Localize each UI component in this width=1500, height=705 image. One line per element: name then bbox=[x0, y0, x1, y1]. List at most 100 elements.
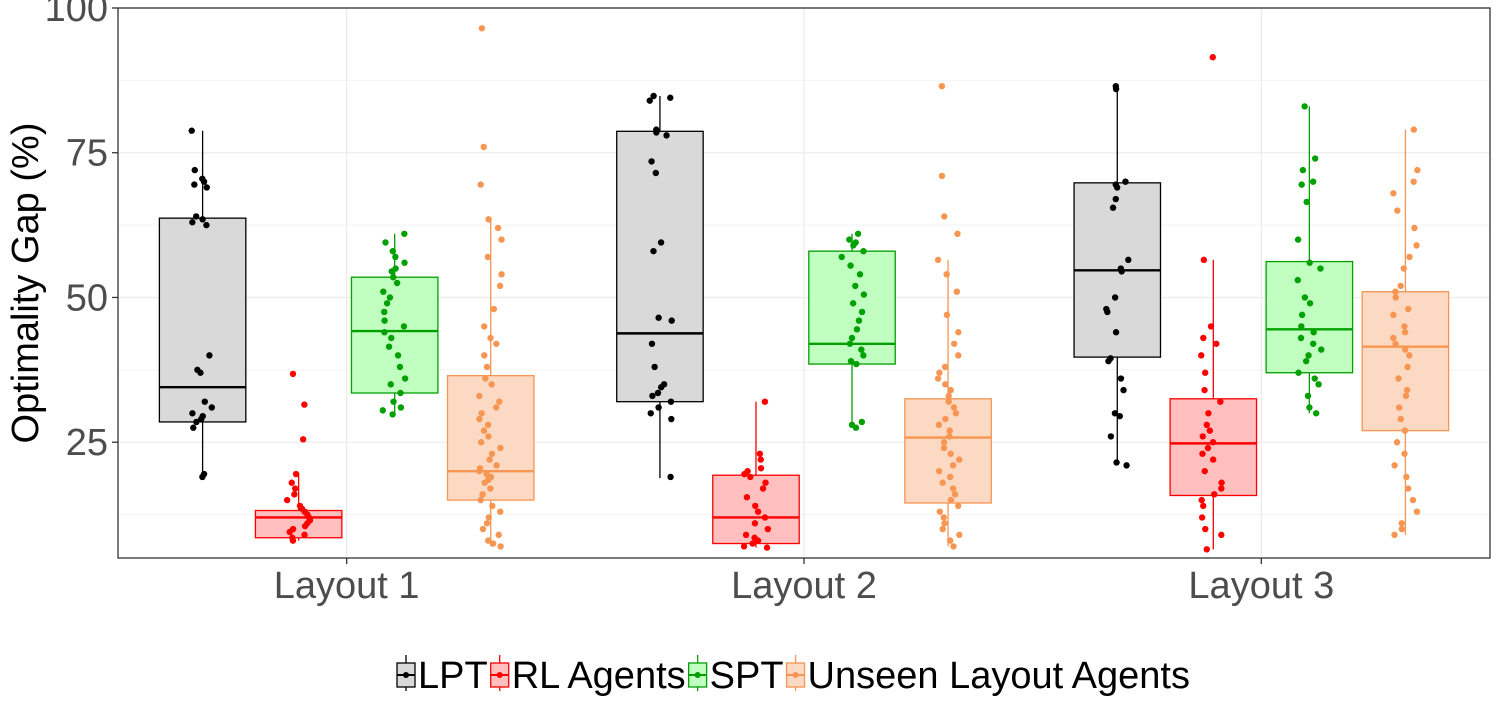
data-point bbox=[1103, 305, 1110, 313]
data-point bbox=[1394, 207, 1401, 214]
data-point bbox=[199, 216, 206, 223]
data-point bbox=[1122, 178, 1129, 185]
data-point bbox=[954, 230, 961, 237]
data-point bbox=[1311, 375, 1318, 382]
data-point bbox=[762, 479, 769, 486]
data-point bbox=[477, 181, 484, 188]
data-point bbox=[484, 253, 492, 261]
data-point bbox=[1413, 508, 1421, 515]
data-point bbox=[483, 470, 490, 478]
data-point bbox=[392, 265, 399, 272]
data-point bbox=[190, 424, 197, 431]
data-point bbox=[386, 294, 394, 301]
data-point bbox=[1200, 334, 1207, 342]
legend-item-unseen-layout-agents: Unseen Layout Agents bbox=[785, 655, 1190, 697]
data-point bbox=[761, 398, 769, 405]
data-point bbox=[397, 404, 405, 411]
data-point bbox=[1395, 404, 1403, 411]
data-point bbox=[1397, 282, 1404, 290]
data-point bbox=[934, 256, 942, 264]
data-point bbox=[291, 485, 299, 492]
data-point bbox=[1312, 410, 1320, 417]
data-point bbox=[1309, 340, 1317, 347]
data-point bbox=[1111, 410, 1119, 417]
data-point bbox=[483, 520, 491, 527]
data-point bbox=[192, 213, 200, 220]
data-point bbox=[1393, 439, 1401, 446]
data-point bbox=[946, 537, 954, 544]
data-point bbox=[200, 470, 208, 478]
data-point bbox=[1400, 265, 1407, 272]
data-point bbox=[1111, 294, 1119, 301]
data-point bbox=[383, 300, 391, 307]
data-point bbox=[387, 381, 394, 388]
data-point bbox=[1112, 195, 1119, 203]
data-point bbox=[1199, 450, 1206, 457]
data-point bbox=[657, 239, 665, 246]
data-point bbox=[941, 520, 948, 527]
legend-label: Unseen Layout Agents bbox=[808, 655, 1190, 697]
data-point bbox=[740, 543, 748, 550]
data-point bbox=[1406, 253, 1413, 261]
data-point bbox=[1390, 190, 1397, 197]
data-point bbox=[1306, 404, 1313, 411]
data-point bbox=[394, 352, 402, 359]
legend-key-point bbox=[496, 672, 503, 678]
data-point bbox=[497, 444, 504, 452]
data-point bbox=[936, 508, 944, 515]
data-point bbox=[484, 421, 492, 429]
data-point bbox=[485, 514, 492, 521]
data-point bbox=[1301, 294, 1309, 301]
data-point bbox=[763, 544, 771, 551]
data-point bbox=[849, 300, 857, 307]
data-point bbox=[949, 485, 957, 492]
data-point bbox=[1117, 375, 1125, 382]
box-iqr bbox=[616, 130, 704, 403]
data-point bbox=[1410, 178, 1417, 185]
data-point bbox=[488, 450, 496, 457]
data-point bbox=[1397, 415, 1404, 423]
data-point bbox=[749, 540, 756, 547]
data-point bbox=[1318, 346, 1325, 353]
data-point bbox=[381, 308, 388, 316]
data-point bbox=[655, 314, 662, 321]
data-point bbox=[943, 271, 950, 278]
y-tick-label: 50 bbox=[66, 277, 108, 319]
box-lpt bbox=[158, 130, 247, 480]
data-point bbox=[1395, 375, 1402, 382]
legend-item-spt: SPT bbox=[687, 655, 784, 697]
data-point bbox=[942, 415, 949, 423]
data-point bbox=[400, 323, 408, 330]
data-point bbox=[208, 404, 215, 411]
data-point bbox=[1398, 520, 1405, 527]
data-point bbox=[1200, 256, 1208, 264]
data-point bbox=[390, 274, 397, 281]
data-point bbox=[487, 334, 494, 342]
data-point bbox=[401, 259, 408, 266]
data-point bbox=[848, 421, 856, 429]
x-tick-label: Layout 3 bbox=[1188, 565, 1334, 607]
data-point bbox=[846, 340, 854, 347]
data-point bbox=[488, 381, 495, 388]
data-point bbox=[380, 288, 387, 295]
data-point bbox=[1116, 412, 1123, 420]
data-point bbox=[649, 392, 656, 400]
data-point bbox=[934, 375, 942, 382]
data-point bbox=[941, 213, 948, 220]
data-point bbox=[764, 525, 772, 533]
data-point bbox=[397, 389, 404, 397]
data-point bbox=[1310, 329, 1317, 336]
data-point bbox=[846, 236, 853, 243]
data-point bbox=[1203, 546, 1210, 553]
data-point bbox=[1301, 103, 1308, 110]
data-point bbox=[385, 343, 393, 350]
data-point bbox=[479, 491, 486, 498]
data-point bbox=[945, 398, 952, 405]
data-point bbox=[1112, 82, 1120, 90]
data-point bbox=[1398, 525, 1406, 533]
data-point bbox=[493, 462, 500, 469]
data-point bbox=[396, 363, 404, 371]
data-point bbox=[477, 496, 484, 504]
data-point bbox=[759, 485, 767, 492]
data-point bbox=[476, 465, 484, 472]
